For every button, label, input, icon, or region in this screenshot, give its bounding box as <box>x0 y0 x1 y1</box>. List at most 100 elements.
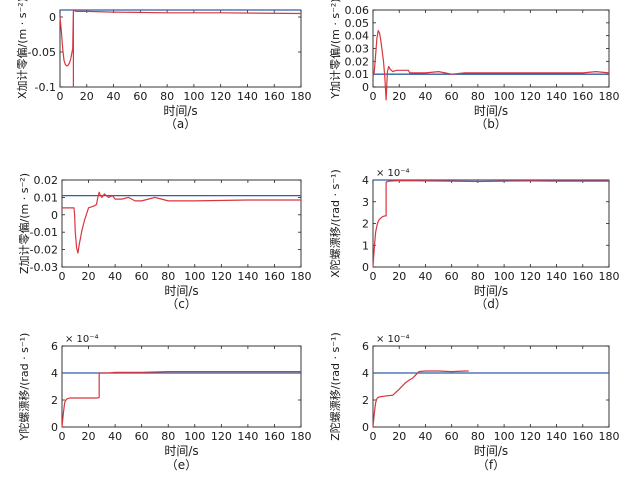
y-tick-label: 2 <box>362 218 369 231</box>
x-tick-label: 60 <box>135 430 149 443</box>
x-tick-label: 120 <box>211 270 232 283</box>
panel-caption: （e） <box>166 458 197 472</box>
x-tick-label: 0 <box>370 430 377 443</box>
y-tick-label: 0.03 <box>345 43 370 56</box>
y-tick-label: 0 <box>51 209 58 222</box>
y-tick-label: 1 <box>362 239 369 252</box>
y-tick-label: 6 <box>362 340 369 353</box>
y-axis-label: X陀螺漂移/(rad · s⁻¹) <box>328 169 342 278</box>
y-tick-label: 6 <box>51 340 58 353</box>
axis-multiplier: × 10⁻⁴ <box>65 334 99 345</box>
axis-multiplier: × 10⁻⁴ <box>376 334 410 345</box>
x-tick-label: 20 <box>392 270 406 283</box>
x-axis-label: 时间/s <box>474 104 508 118</box>
y-tick-label: 0 <box>362 421 369 434</box>
x-tick-label: 140 <box>237 430 258 443</box>
x-tick-label: 20 <box>392 90 406 103</box>
y-axis-label: Z加计零偏/(m · s⁻²) <box>17 173 31 274</box>
plot-frame <box>59 9 302 88</box>
y-tick-label: -0.03 <box>30 261 58 274</box>
chart-panel-1: 0 20 40 60 80 100 120 140 160 180 -0.1 -0.05 0 时间/s X加… <box>15 0 312 131</box>
x-tick-label: 60 <box>445 430 459 443</box>
x-tick-label: 160 <box>572 90 593 103</box>
x-tick-label: 180 <box>291 90 312 103</box>
y-tick-label: 0.02 <box>34 174 59 187</box>
chart-panel-5: 0 20 40 60 80 100 120 140 160 180 0 2 4 6 × 10⁻⁴ 时间/s Y陀… <box>17 333 312 472</box>
x-tick-label: 0 <box>59 430 66 443</box>
x-tick-label: 80 <box>471 270 485 283</box>
x-tick-label: 160 <box>572 270 593 283</box>
x-tick-label: 40 <box>418 430 432 443</box>
x-tick-label: 100 <box>184 270 205 283</box>
y-axis-label: Y加计零偏/(m · s⁻²) <box>328 0 342 100</box>
x-tick-label: 20 <box>80 90 94 103</box>
plot-frame <box>372 179 610 268</box>
x-axis-label: 时间/s <box>164 284 198 298</box>
y-axis-label: Y陀螺漂移/(rad · s⁻¹) <box>17 333 31 442</box>
x-tick-label: 80 <box>161 430 175 443</box>
x-tick-label: 40 <box>107 90 121 103</box>
x-tick-label: 180 <box>291 430 312 443</box>
chart-panel-3: 0 20 40 60 80 100 120 140 160 180 -0.03 -0.02 -0.01 0… <box>17 173 312 311</box>
x-tick-label: 180 <box>599 270 620 283</box>
x-tick-label: 160 <box>264 90 285 103</box>
y-tick-label: 4 <box>51 367 58 380</box>
x-tick-label: 120 <box>520 90 541 103</box>
x-tick-label: 80 <box>161 270 175 283</box>
y-tick-label: -0.02 <box>30 244 58 257</box>
panel-caption: （c） <box>166 297 197 311</box>
y-tick-label: 3 <box>362 196 369 209</box>
x-tick-label: 180 <box>599 430 620 443</box>
x-tick-label: 180 <box>599 90 620 103</box>
x-tick-label: 40 <box>108 430 122 443</box>
y-tick-label: 0 <box>362 261 369 274</box>
x-axis-label: 时间/s <box>474 284 508 298</box>
plot-frame <box>372 345 610 428</box>
y-tick-label: 0.06 <box>345 4 370 17</box>
x-tick-label: 20 <box>392 430 406 443</box>
panel-caption: （f） <box>477 458 505 472</box>
y-axis-label: Z陀螺漂移/(rad · s⁻¹) <box>328 332 342 441</box>
x-tick-label: 120 <box>520 430 541 443</box>
panel-caption: （d） <box>475 297 507 311</box>
y-tick-label: 4 <box>362 367 369 380</box>
plot-frame <box>372 9 610 88</box>
x-tick-label: 100 <box>183 90 204 103</box>
x-tick-label: 100 <box>494 270 515 283</box>
y-tick-label: -0.05 <box>28 46 56 59</box>
estimate-line <box>372 370 469 428</box>
y-tick-label: -0.01 <box>30 226 58 239</box>
x-tick-label: 140 <box>546 430 567 443</box>
plot-frame <box>61 345 302 428</box>
x-tick-label: 80 <box>471 430 485 443</box>
estimate-line <box>61 371 301 428</box>
x-tick-label: 40 <box>418 270 432 283</box>
x-tick-label: 0 <box>57 90 64 103</box>
x-tick-label: 80 <box>160 90 174 103</box>
axis-multiplier: × 10⁻⁴ <box>376 168 410 179</box>
x-tick-label: 160 <box>264 270 285 283</box>
x-axis-label: 时间/s <box>163 104 197 118</box>
y-tick-label: 0.02 <box>345 55 370 68</box>
x-tick-label: 180 <box>291 270 312 283</box>
estimate-line <box>59 9 302 88</box>
y-tick-label: 0.01 <box>34 191 59 204</box>
x-tick-label: 60 <box>445 90 459 103</box>
y-axis-label: X加计零偏/(m · s⁻²) <box>15 0 29 99</box>
x-axis-label: 时间/s <box>164 444 198 458</box>
x-tick-label: 0 <box>370 270 377 283</box>
x-tick-label: 140 <box>546 90 567 103</box>
y-tick-label: 0 <box>362 81 369 94</box>
x-tick-label: 100 <box>494 430 515 443</box>
y-tick-label: 2 <box>362 394 369 407</box>
x-tick-label: 140 <box>237 90 258 103</box>
x-tick-label: 100 <box>184 430 205 443</box>
x-tick-label: 120 <box>211 430 232 443</box>
y-tick-label: 0.05 <box>345 17 370 30</box>
y-tick-label: 2 <box>51 394 58 407</box>
x-tick-label: 140 <box>546 270 567 283</box>
x-tick-label: 160 <box>264 430 285 443</box>
x-tick-label: 0 <box>59 270 66 283</box>
y-tick-label: 0 <box>51 421 58 434</box>
